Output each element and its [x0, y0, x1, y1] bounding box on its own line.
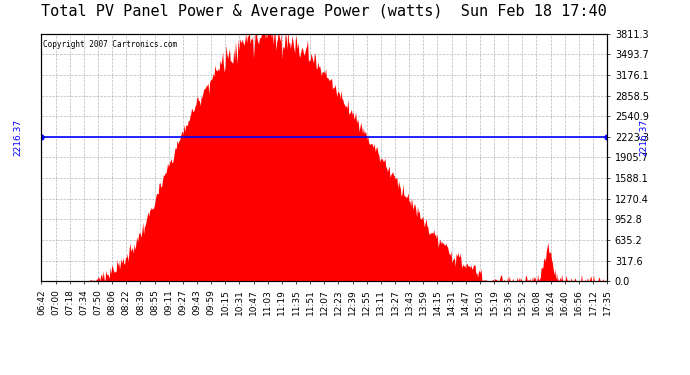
Text: Copyright 2007 Cartronics.com: Copyright 2007 Cartronics.com — [43, 40, 177, 49]
Text: 2216.37: 2216.37 — [640, 119, 649, 156]
Text: Total PV Panel Power & Average Power (watts)  Sun Feb 18 17:40: Total PV Panel Power & Average Power (wa… — [41, 4, 607, 19]
Text: 2216.37: 2216.37 — [13, 119, 22, 156]
